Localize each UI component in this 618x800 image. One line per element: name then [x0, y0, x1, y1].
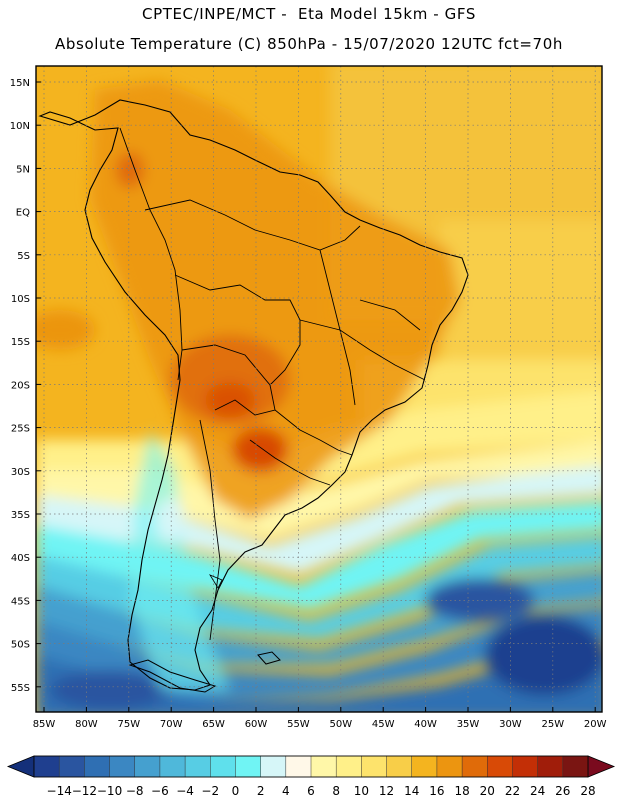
colorbar-swatch — [537, 755, 564, 778]
colorbar-label: 8 — [332, 784, 340, 798]
lon-tick-label: 85W — [33, 719, 56, 730]
colorbar-swatch — [461, 755, 488, 778]
lon-tick-label: 70W — [160, 719, 183, 730]
colorbar-swatch — [235, 755, 262, 778]
colorbar-label: 16 — [429, 784, 444, 798]
lon-tick-label: 25W — [541, 719, 564, 730]
lon-tick-label: 30W — [499, 719, 522, 730]
lon-tick-label: 50W — [329, 719, 352, 730]
colorbar-swatch — [310, 755, 337, 778]
lon-tick-label: 75W — [117, 719, 140, 730]
lat-tick-label: 5N — [16, 164, 30, 175]
colorbar-labels: −14 −12 −10 −8 −6 −4 −2 0 2 4 6 8 10 12 14 16 18 20 22 24 26… — [47, 784, 596, 798]
colorbar-label: 14 — [404, 784, 419, 798]
colorbar-swatch — [84, 755, 111, 778]
temperature-field — [36, 66, 602, 712]
colorbar-label: −8 — [126, 784, 144, 798]
colorbar-high-arrow — [587, 755, 616, 778]
lon-tick-label: 55W — [287, 719, 310, 730]
colorbar-swatch — [562, 755, 589, 778]
lon-tick-label: 40W — [414, 719, 437, 730]
colorbar-label: 12 — [379, 784, 394, 798]
lat-tick-label: EQ — [16, 208, 30, 219]
lat-tick-label: 10S — [11, 294, 30, 305]
lat-tick-label: 5S — [17, 251, 30, 262]
colorbar-swatch — [134, 755, 161, 778]
colorbar-label: 26 — [555, 784, 570, 798]
colorbar-swatch — [386, 755, 413, 778]
colorbar-swatch — [335, 755, 362, 778]
lon-tick-label: 60W — [245, 719, 268, 730]
colorbar-label: 18 — [454, 784, 469, 798]
longitude-axis: 85W 80W 75W 70W 65W 60W 55W 50W 45W 40W 35W 30W 25W 2… — [33, 707, 607, 730]
colorbar-label: −2 — [201, 784, 219, 798]
lat-tick-label: 15N — [10, 78, 30, 89]
colorbar-label: 10 — [354, 784, 369, 798]
colorbar-label: 4 — [282, 784, 290, 798]
chart-title-line2: Absolute Temperature (C) 850hPa - 15/07/… — [55, 35, 563, 53]
colorbar-swatch — [411, 755, 438, 778]
lat-tick-label: 50S — [11, 640, 30, 651]
colorbar-label: −6 — [151, 784, 169, 798]
colorbar-low-arrow — [6, 755, 35, 778]
colorbar-swatch — [159, 755, 186, 778]
lat-tick-label: 35S — [11, 510, 30, 521]
lon-tick-label: 80W — [75, 719, 98, 730]
lon-tick-label: 65W — [202, 719, 225, 730]
colorbar-swatch — [210, 755, 237, 778]
lon-tick-label: 35W — [457, 719, 480, 730]
colorbar-label: −4 — [176, 784, 194, 798]
colorbar-swatch — [33, 755, 60, 778]
colorbar-swatch — [436, 755, 463, 778]
colorbar-swatch — [109, 755, 136, 778]
colorbar — [6, 755, 616, 778]
colorbar-swatch — [361, 755, 388, 778]
lat-tick-label: 10N — [10, 121, 30, 132]
colorbar-swatch — [58, 755, 85, 778]
colorbar-swatch — [487, 755, 514, 778]
lat-tick-label: 20S — [11, 380, 30, 391]
colorbar-label: −10 — [97, 784, 122, 798]
colorbar-label: 6 — [307, 784, 315, 798]
lat-tick-label: 40S — [11, 553, 30, 564]
colorbar-swatch — [512, 755, 539, 778]
colorbar-label: 22 — [505, 784, 520, 798]
latitude-axis: 15N 10N 5N EQ 5S 10S 15S 20S 25S 30S 35S 40S 45S 50S 5… — [10, 78, 41, 694]
colorbar-label: 20 — [480, 784, 495, 798]
lat-tick-label: 55S — [11, 683, 30, 694]
colorbar-label: 24 — [530, 784, 545, 798]
map-frame — [35, 65, 603, 713]
lat-tick-label: 25S — [11, 424, 30, 435]
lon-tick-label: 20W — [584, 719, 607, 730]
continent-outline — [38, 99, 469, 691]
colorbar-label: 0 — [232, 784, 240, 798]
colorbar-label: 28 — [580, 784, 595, 798]
colorbar-label: −12 — [72, 784, 97, 798]
colorbar-label: 2 — [257, 784, 265, 798]
lat-tick-label: 45S — [11, 596, 30, 607]
colorbar-swatch — [260, 755, 287, 778]
colorbar-label: −14 — [47, 784, 72, 798]
colorbar-swatch — [285, 755, 312, 778]
lon-tick-label: 45W — [372, 719, 395, 730]
chart-title-line1: CPTEC/INPE/MCT - Eta Model 15km - GFS — [142, 5, 476, 23]
colorbar-swatch — [184, 755, 211, 778]
lat-tick-label: 30S — [11, 467, 30, 478]
lat-tick-label: 15S — [11, 337, 30, 348]
